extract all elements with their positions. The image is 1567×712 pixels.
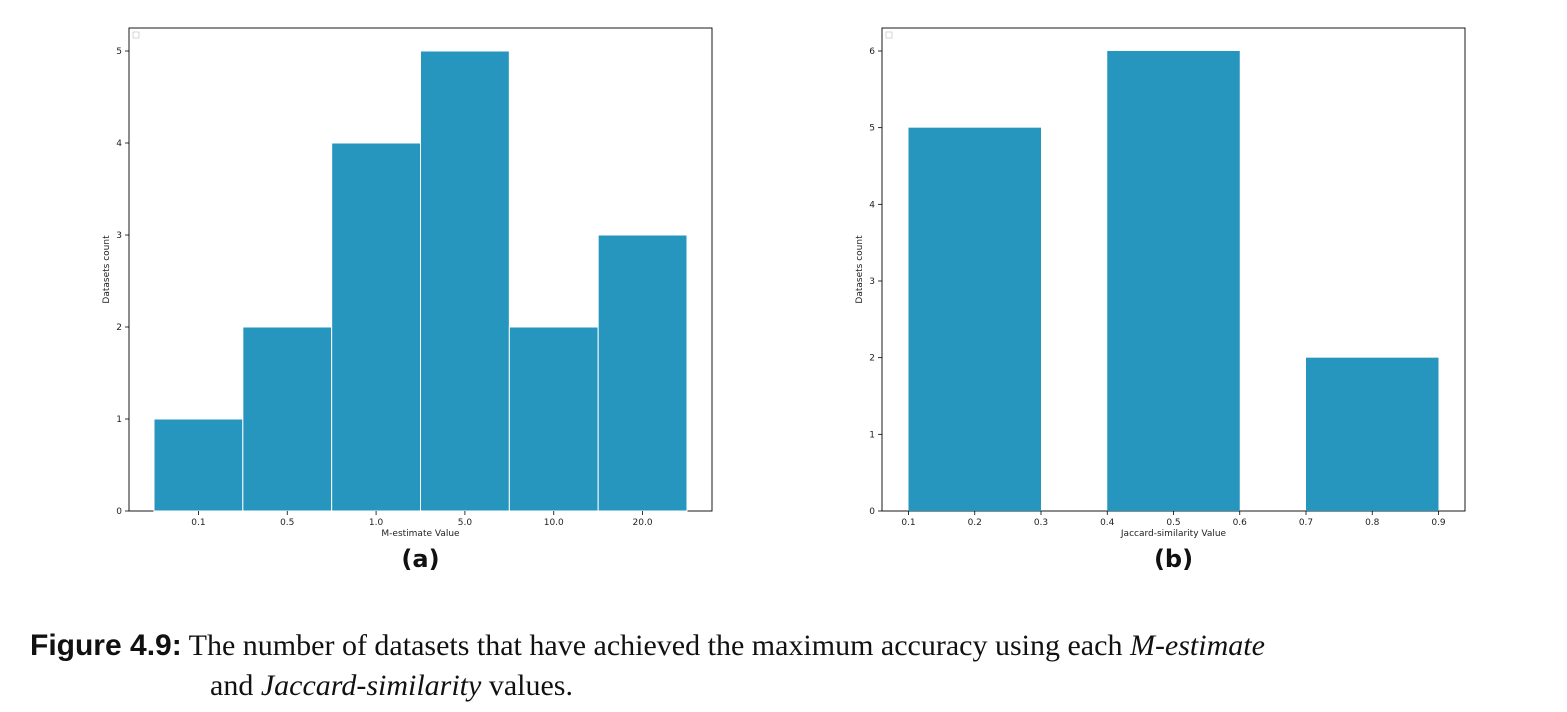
chart-b-xtick-label: 0.3 bbox=[1034, 518, 1048, 528]
figure-caption: Figure 4.9: The number of datasets that … bbox=[30, 626, 1560, 706]
chart-a-bar bbox=[597, 234, 688, 512]
chart-b-xtick-label: 0.5 bbox=[1166, 518, 1180, 528]
chart-a-xtick-label: 5.0 bbox=[458, 518, 473, 528]
caption-em-1: M-estimate bbox=[1129, 629, 1265, 662]
chart-a-ylabel: Datasets count bbox=[102, 235, 112, 304]
chart-b-ytick-label: 3 bbox=[869, 277, 875, 287]
chart-b-bar bbox=[1107, 51, 1240, 511]
chart-a-xtick-label: 0.5 bbox=[280, 518, 294, 528]
chart-b-ytick-label: 0 bbox=[869, 507, 875, 517]
chart-b-ytick-label: 5 bbox=[869, 124, 875, 134]
chart-a-ytick-label: 5 bbox=[116, 47, 122, 57]
chart-a-ytick-label: 4 bbox=[116, 139, 122, 149]
chart-b-bar bbox=[908, 127, 1041, 512]
chart-a-ytick-label: 3 bbox=[116, 231, 122, 241]
chart-b-xlabel: Jaccard-similarity Value bbox=[1120, 529, 1227, 539]
chart-a-xtick-label: 0.1 bbox=[191, 518, 205, 528]
chart-b-ytick-label: 1 bbox=[869, 430, 875, 440]
chart-b-xtick-label: 0.7 bbox=[1299, 518, 1313, 528]
chart-a: 0 1 2 3 4 5 Datasets count M-estimate Value (a) 0… bbox=[102, 27, 713, 573]
chart-b-xtick-label: 0.9 bbox=[1431, 518, 1446, 528]
caption-em-2: Jaccard-similarity bbox=[260, 669, 482, 702]
chart-a-ytick-label: 1 bbox=[116, 415, 122, 425]
chart-b-bar bbox=[1306, 357, 1439, 511]
caption-text-1: The number of datasets that have achieve… bbox=[181, 629, 1130, 662]
caption-label: Figure 4.9: bbox=[30, 629, 182, 662]
chart-a-bar bbox=[508, 326, 599, 512]
caption-continuation: and Jaccard-similarity values. bbox=[30, 666, 1560, 706]
chart-b-xtick-label: 0.4 bbox=[1100, 518, 1115, 528]
chart-a-bar bbox=[331, 142, 421, 512]
chart-a-ytick-label: 0 bbox=[116, 507, 122, 517]
chart-a-ytick-label: 2 bbox=[116, 323, 122, 333]
chart-a-bar bbox=[242, 326, 333, 512]
chart-b-ylabel: Datasets count bbox=[855, 235, 865, 304]
chart-a-bar bbox=[420, 50, 510, 512]
chart-a-xlabel: M-estimate Value bbox=[381, 529, 460, 539]
chart-b: 0 1 2 3 4 5 6 Datasets count Jaccard-similarity … bbox=[855, 27, 1466, 573]
chart-b-xtick-label: 0.1 bbox=[901, 518, 915, 528]
caption-text-3: values. bbox=[481, 669, 573, 702]
chart-b-xtick-label: 0.2 bbox=[968, 518, 982, 528]
chart-b-ytick-label: 2 bbox=[869, 354, 875, 364]
chart-a-bar bbox=[153, 418, 244, 512]
chart-b-ytick-label: 4 bbox=[869, 200, 875, 210]
chart-b-panel-label: (b) bbox=[1154, 545, 1193, 573]
chart-b-ytick-label: 6 bbox=[869, 47, 875, 57]
chart-b-xtick-label: 0.8 bbox=[1365, 518, 1380, 528]
chart-a-panel-label: (a) bbox=[401, 545, 439, 573]
chart-a-legend-box bbox=[132, 31, 140, 39]
chart-b-xtick-label: 0.6 bbox=[1233, 518, 1248, 528]
chart-a-xtick-label: 10.0 bbox=[544, 518, 564, 528]
caption-text-2: and bbox=[210, 669, 261, 702]
chart-b-legend-box bbox=[885, 31, 893, 39]
chart-a-xtick-label: 1.0 bbox=[369, 518, 384, 528]
chart-a-xtick-label: 20.0 bbox=[633, 518, 653, 528]
